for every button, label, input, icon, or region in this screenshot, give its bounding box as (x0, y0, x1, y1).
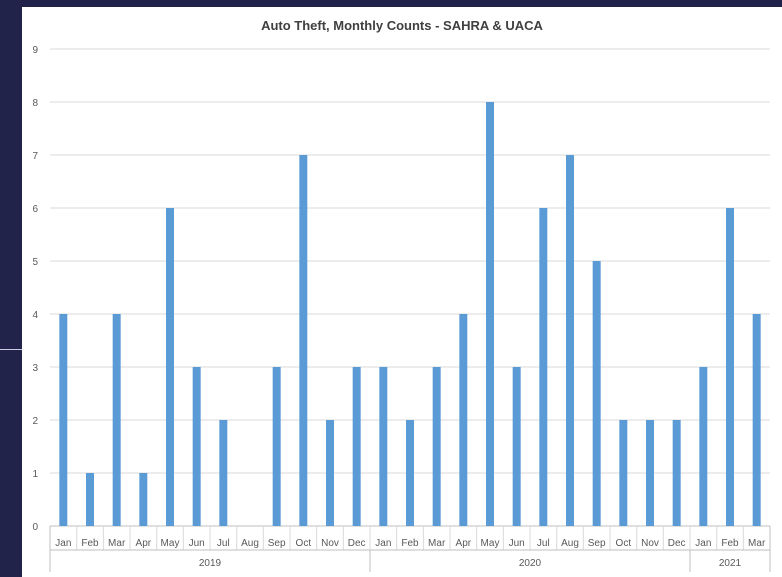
bar (192, 367, 201, 526)
x-tick-label: Jan (375, 538, 391, 549)
y-tick-label: 1 (32, 469, 38, 480)
bar (752, 314, 761, 526)
bar (86, 473, 94, 526)
x-tick-label: Oct (296, 538, 312, 549)
bar (726, 208, 734, 526)
y-tick-label: 4 (32, 310, 38, 321)
x-tick-label: Jan (695, 538, 711, 549)
x-tick-label: Nov (641, 538, 659, 549)
bar (112, 314, 121, 526)
y-tick-label: 9 (32, 45, 38, 56)
bar (646, 420, 654, 526)
bar (512, 367, 521, 526)
x-tick-label: Mar (748, 538, 766, 549)
bar (299, 155, 308, 526)
bar (672, 420, 681, 526)
x-tick-label: Jul (217, 538, 230, 549)
year-group-label: 2021 (719, 558, 742, 569)
chart-panel: Auto Theft, Monthly Counts - SAHRA & UAC… (22, 7, 782, 577)
x-tick-label: Jan (55, 538, 71, 549)
y-tick-label: 2 (32, 416, 38, 427)
y-tick-label: 8 (32, 98, 38, 109)
bar (406, 420, 414, 526)
bar (459, 314, 468, 526)
x-tick-label: Jun (189, 538, 205, 549)
x-tick-label: Jul (537, 538, 550, 549)
x-tick-label: Apr (136, 538, 152, 549)
year-group-label: 2019 (199, 558, 222, 569)
x-tick-label: Aug (561, 538, 579, 549)
x-tick-label: May (481, 538, 500, 549)
bar (59, 314, 68, 526)
bar (272, 367, 281, 526)
chart-title: Auto Theft, Monthly Counts - SAHRA & UAC… (261, 18, 543, 33)
year-group-label: 2020 (519, 558, 542, 569)
bar (699, 367, 708, 526)
bar-chart: 0 1 2 3 4 5 6 7 8 9 Jan Feb Mar Apr May Jun Jul Aug Sep Oct… (32, 45, 771, 572)
x-tick-label: Mar (428, 538, 446, 549)
x-tick-label: Apr (456, 538, 472, 549)
x-tick-label: Mar (108, 538, 126, 549)
x-tick-label: Dec (668, 538, 686, 549)
bar (486, 102, 494, 526)
y-tick-label: 6 (32, 204, 38, 215)
y-tick-label: 0 (32, 522, 38, 533)
bar (352, 367, 361, 526)
x-tick-label: Sep (588, 538, 606, 549)
x-tick-label: Jun (509, 538, 525, 549)
bar (592, 261, 601, 526)
y-tick-label: 7 (32, 151, 38, 162)
bar (379, 367, 388, 526)
y-tick-label: 3 (32, 363, 38, 374)
bar (219, 420, 228, 526)
x-tick-label: Feb (401, 538, 419, 549)
x-tick-label: Feb (721, 538, 739, 549)
x-tick-label: Aug (241, 538, 259, 549)
y-tick-label: 5 (32, 257, 38, 268)
bar (566, 155, 574, 526)
bar (166, 208, 174, 526)
x-tick-label: May (161, 538, 180, 549)
bar (619, 420, 628, 526)
bar (432, 367, 441, 526)
bar (539, 208, 548, 526)
bar (326, 420, 334, 526)
x-tick-label: Dec (348, 538, 366, 549)
x-tick-label: Feb (81, 538, 99, 549)
x-tick-label: Nov (321, 538, 339, 549)
bar (139, 473, 148, 526)
x-tick-label: Sep (268, 538, 286, 549)
x-tick-label: Oct (616, 538, 632, 549)
